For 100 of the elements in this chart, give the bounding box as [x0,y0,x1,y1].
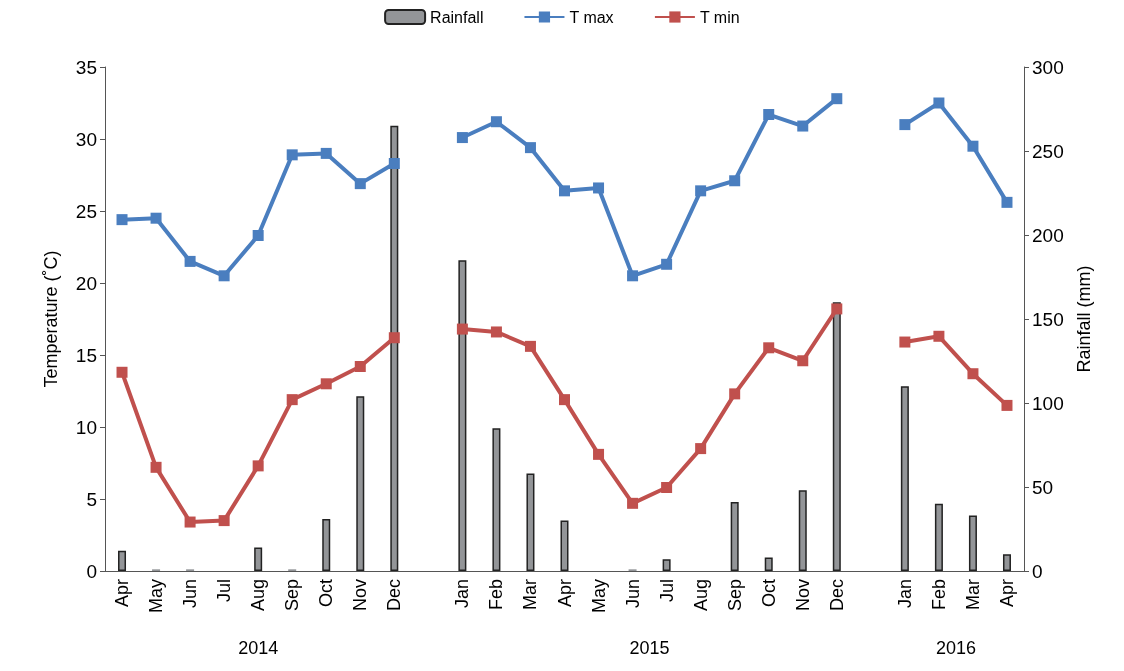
bar [492,428,501,571]
x-tick-label: Apr [996,579,1017,608]
point [831,93,843,105]
x-tick-label: Dec [384,579,405,612]
point [1001,399,1013,411]
bar [662,559,671,571]
bar [356,396,365,571]
point [729,175,741,187]
x-tick-label: May [146,579,167,614]
x-tick-label: Nov [350,579,371,612]
x-tick-label: Jun [622,579,643,609]
point [763,109,775,121]
legend-label: Rainfall [430,8,484,26]
bar [254,547,263,571]
point [1001,196,1013,208]
point [661,258,673,270]
point [797,355,809,367]
y-tick-label: 0 [86,560,97,582]
y2-tick-label: 200 [1032,224,1064,246]
point [252,229,264,241]
point [763,342,775,354]
y2-tick-label: 0 [1032,560,1043,582]
point [388,332,400,344]
x-tick-label: Dec [826,579,847,612]
text: 2016 [935,638,976,658]
point [559,394,570,406]
y-tick-label: 35 [75,56,97,78]
point [456,323,468,335]
y2-tick-label: 150 [1032,308,1064,330]
point [490,116,502,128]
legend-label: T max [569,8,614,26]
y2-axis-title: Rainfall (mm) [1073,265,1094,373]
y2-tick-label: 50 [1032,476,1054,498]
point [524,142,536,154]
point [116,214,128,226]
point [933,97,945,109]
bar [458,260,467,571]
y-tick-label: 15 [75,344,97,366]
point [116,366,128,378]
point [150,461,162,473]
y-axis-title: Temperature (˚C) [41,250,61,388]
point [286,149,298,161]
text: 2015 [629,638,670,658]
x-tick-label: Feb [928,579,949,611]
x-tick-label: Mar [962,579,983,610]
bar [1002,554,1011,571]
bar [526,473,535,571]
y-tick-label: 20 [75,272,97,294]
y-tick-label: 10 [75,416,97,438]
point [184,255,196,267]
text: 2014 [238,638,279,658]
x-tick-label: Oct [316,579,337,608]
bar [900,386,909,571]
point [695,185,707,197]
x-tick-label: Jul [656,579,677,603]
point [729,388,741,400]
point [218,515,230,527]
y2-tick-label: 300 [1032,56,1064,78]
point [320,147,332,159]
point [320,378,332,390]
x-tick-label: Mar [520,579,541,610]
y-tick-label: 5 [86,488,97,510]
bar [934,503,943,571]
bar [968,515,977,571]
point [967,368,979,380]
point [831,303,843,315]
point [184,516,196,528]
point [354,178,366,190]
point [456,132,468,144]
bar [322,518,331,571]
x-tick-label: May [588,579,609,614]
y2-tick-label: 100 [1032,392,1064,414]
point [627,270,639,282]
bar [730,502,739,571]
x-tick-label: Nov [792,579,813,612]
point [967,140,979,152]
x-tick-label: Aug [248,579,269,612]
point [559,185,570,197]
bar [390,125,399,571]
point [593,182,605,194]
bar [764,557,773,571]
x-tick-label: Sep [724,579,745,612]
x-tick-label: Sep [282,579,303,612]
point [286,394,298,406]
y-tick-label: 30 [75,128,97,150]
y2-tick-label: 250 [1032,140,1064,162]
legend-label: T min [699,8,740,26]
bar [832,302,841,571]
point [150,212,162,224]
x-tick-label: Oct [758,579,779,608]
y-tick-label: 25 [75,200,97,222]
x-tick-label: Jun [180,579,201,609]
bar [560,520,569,571]
x-tick-label: Jul [214,579,235,603]
bar [798,490,807,571]
x-tick-label: Jan [452,579,473,609]
point [252,460,264,472]
point [797,120,809,132]
point [899,119,911,131]
point [661,481,673,493]
